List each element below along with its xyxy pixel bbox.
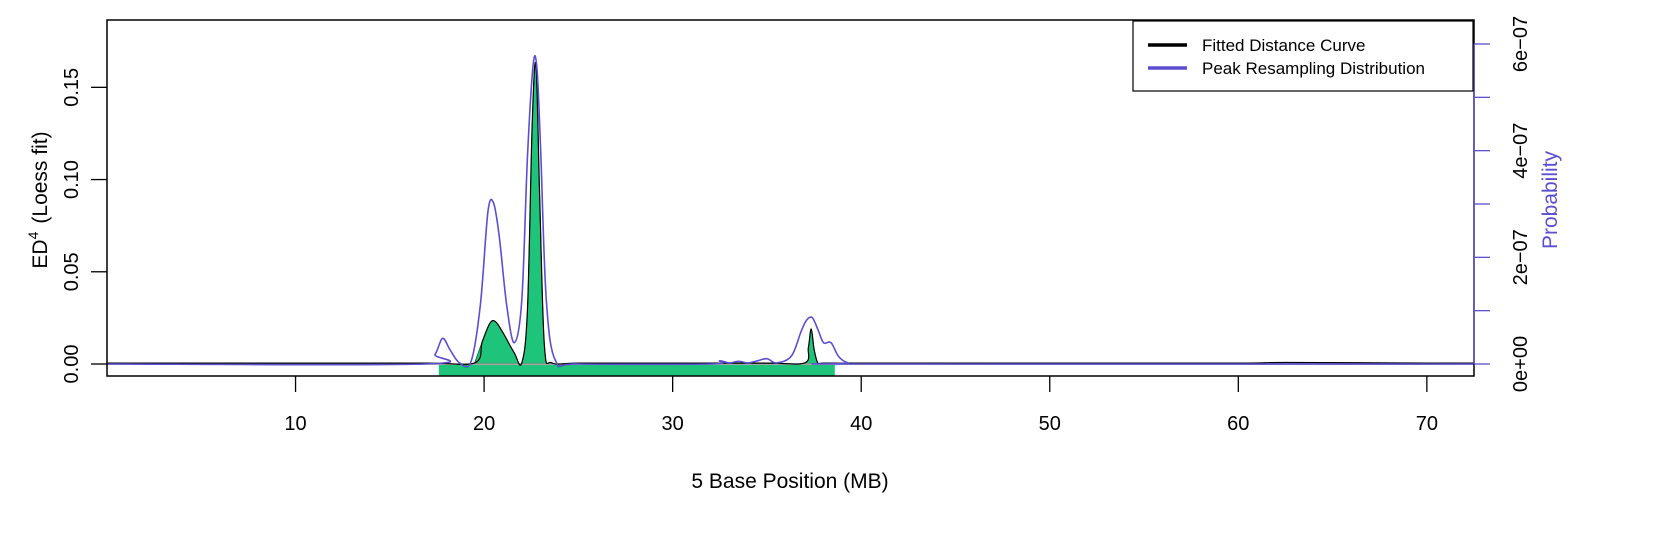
y2-tick-label: 0e+00 <box>1510 336 1532 392</box>
legend: Fitted Distance Curve Peak Resampling Di… <box>1132 20 1474 92</box>
legend-label-resampling: Peak Resampling Distribution <box>1202 59 1425 78</box>
y-tick-label: 0.00 <box>61 345 83 384</box>
x-tick-label: 10 <box>284 413 306 435</box>
legend-label-fitted: Fitted Distance Curve <box>1202 36 1365 55</box>
y-axis-title: ED4 (Loess fit) <box>25 131 52 268</box>
x-tick-label: 50 <box>1039 413 1061 435</box>
x-tick-label: 40 <box>850 413 872 435</box>
x-tick-label: 30 <box>662 413 684 435</box>
x-tick-label: 20 <box>473 413 495 435</box>
y2-tick-label: 4e−07 <box>1510 123 1532 179</box>
svg-text:ED4(Loess fit): ED4 (Loess fit) <box>25 131 52 268</box>
y2-axis-title: Probability <box>1539 150 1562 249</box>
peak-resampling-curve <box>106 55 1475 368</box>
legend-box <box>1132 20 1474 92</box>
peak-interval-bar <box>438 365 835 376</box>
y2-tick-label: 2e−07 <box>1510 229 1532 285</box>
x-tick-label: 70 <box>1416 413 1438 435</box>
y-tick-label: 0.15 <box>61 68 83 107</box>
y-axis-title-main: ED <box>29 239 52 268</box>
y-axis-right: 0e+00 2e−07 4e−07 6e−07 <box>1473 16 1532 392</box>
y-tick-label: 0.10 <box>61 160 83 199</box>
y-tick-label: 0.05 <box>61 252 83 291</box>
fitted-distance-curve <box>107 62 1475 366</box>
y-axis-title-superscript: 4 <box>25 231 41 239</box>
y2-tick-label: 6e−07 <box>1510 16 1532 72</box>
x-axis: 10 20 30 40 50 60 70 <box>284 376 1438 435</box>
x-axis-title: 5 Base Position (MB) <box>691 470 888 493</box>
y-axis-left: 0.00 0.05 0.10 0.15 <box>61 68 107 384</box>
y-axis-title-rest: (Loess fit) <box>29 131 52 223</box>
x-tick-label: 60 <box>1227 413 1249 435</box>
